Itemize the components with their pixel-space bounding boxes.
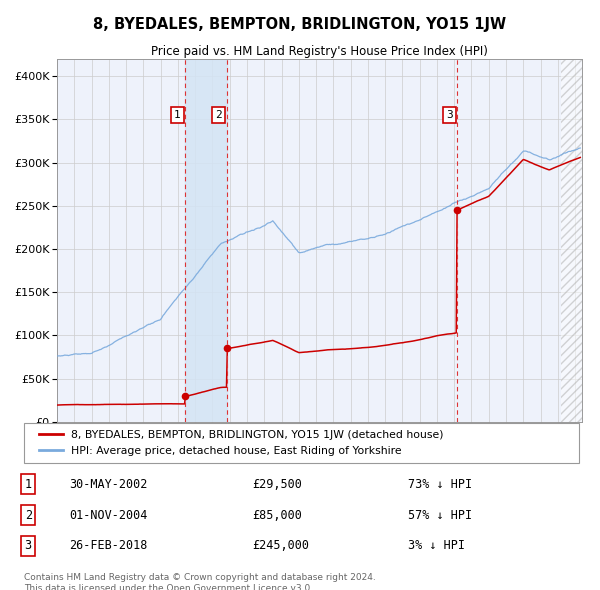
Text: 73% ↓ HPI: 73% ↓ HPI bbox=[408, 478, 472, 491]
Text: 1: 1 bbox=[25, 478, 32, 491]
Text: 3: 3 bbox=[25, 539, 32, 552]
FancyBboxPatch shape bbox=[24, 423, 579, 463]
Text: 8, BYEDALES, BEMPTON, BRIDLINGTON, YO15 1JW: 8, BYEDALES, BEMPTON, BRIDLINGTON, YO15 … bbox=[94, 17, 506, 31]
Title: Price paid vs. HM Land Registry's House Price Index (HPI): Price paid vs. HM Land Registry's House … bbox=[151, 45, 488, 58]
Text: 57% ↓ HPI: 57% ↓ HPI bbox=[408, 509, 472, 522]
Legend: 8, BYEDALES, BEMPTON, BRIDLINGTON, YO15 1JW (detached house), HPI: Average price: 8, BYEDALES, BEMPTON, BRIDLINGTON, YO15 … bbox=[35, 426, 448, 460]
Bar bbox=[561, 59, 582, 422]
Text: 01-NOV-2004: 01-NOV-2004 bbox=[69, 509, 148, 522]
Bar bbox=[185, 59, 227, 422]
Text: 30-MAY-2002: 30-MAY-2002 bbox=[69, 478, 148, 491]
Text: 2: 2 bbox=[215, 110, 222, 120]
Text: 3% ↓ HPI: 3% ↓ HPI bbox=[408, 539, 465, 552]
Text: 3: 3 bbox=[446, 110, 453, 120]
Text: Contains HM Land Registry data © Crown copyright and database right 2024.
This d: Contains HM Land Registry data © Crown c… bbox=[24, 573, 376, 590]
Text: £85,000: £85,000 bbox=[252, 509, 302, 522]
Text: 26-FEB-2018: 26-FEB-2018 bbox=[69, 539, 148, 552]
Text: £29,500: £29,500 bbox=[252, 478, 302, 491]
Text: 2: 2 bbox=[25, 509, 32, 522]
Text: £245,000: £245,000 bbox=[252, 539, 309, 552]
Text: 1: 1 bbox=[174, 110, 181, 120]
Bar bbox=[561, 59, 582, 422]
